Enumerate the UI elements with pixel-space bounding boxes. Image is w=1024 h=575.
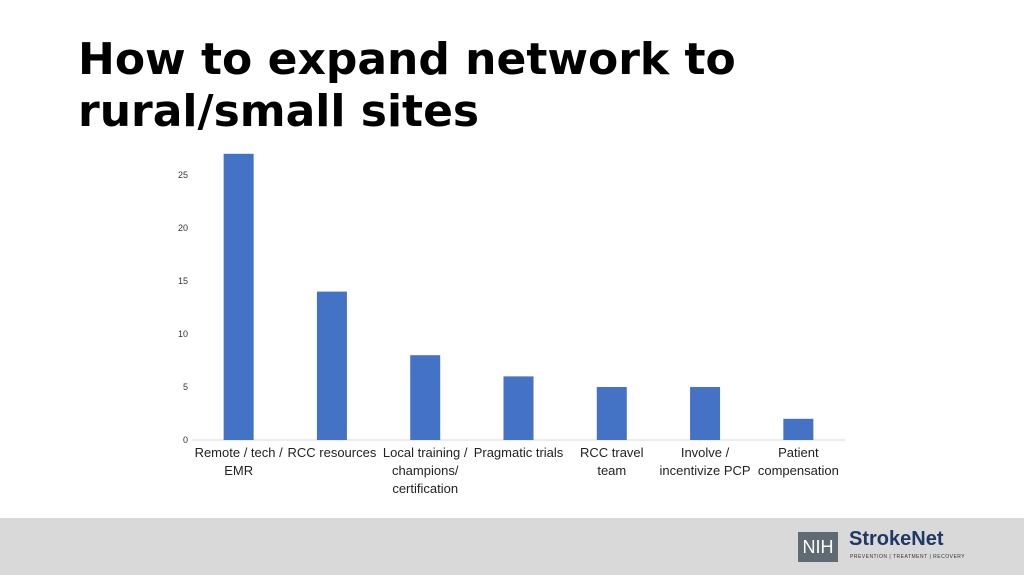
bar <box>783 418 814 440</box>
bar <box>690 387 721 440</box>
x-tick-label: Pragmatic trials <box>473 445 564 460</box>
y-tick-label: 5 <box>183 382 188 392</box>
x-tick-label: RCC resources <box>287 445 377 460</box>
y-tick-label: 20 <box>178 223 188 233</box>
y-tick-label: 0 <box>183 435 188 445</box>
x-tick-label: Local training / champions/ certificatio… <box>382 445 468 496</box>
y-tick-label: 10 <box>178 329 188 339</box>
x-tick-label: Patient compensation <box>757 445 839 478</box>
x-tick-label: Remote / tech / EMR <box>194 445 283 478</box>
x-tick-label: RCC travel team <box>579 445 644 478</box>
bar <box>316 291 347 440</box>
chart-title: How to expand network to rural/small sit… <box>78 34 736 137</box>
y-tick-label: 25 <box>178 170 188 180</box>
bar <box>596 387 627 440</box>
logo-name: StrokeNet <box>849 528 944 550</box>
y-tick-label: 15 <box>178 276 188 286</box>
bar <box>223 153 254 441</box>
footer-band <box>0 518 1024 575</box>
bar <box>410 355 441 440</box>
logo-tagline: PREVENTION | TREATMENT | RECOVERY <box>850 554 966 560</box>
x-tick-label: Involve / incentivize PCP <box>659 445 751 478</box>
bar <box>503 376 534 440</box>
logo-mark: NIH <box>798 532 838 562</box>
